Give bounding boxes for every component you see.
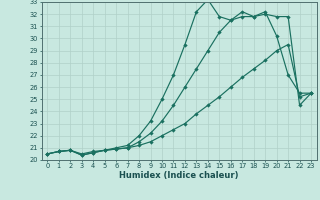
X-axis label: Humidex (Indice chaleur): Humidex (Indice chaleur) [119,171,239,180]
